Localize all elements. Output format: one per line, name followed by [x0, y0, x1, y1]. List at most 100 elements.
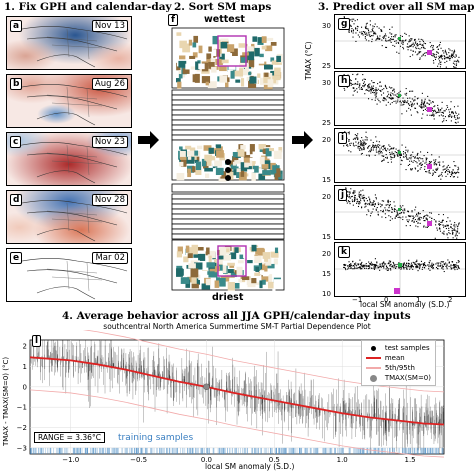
- scatter-point: [369, 90, 371, 92]
- scatter-point: [355, 264, 357, 266]
- scatter-point: [431, 266, 433, 268]
- y-tick-label: 10: [322, 290, 331, 298]
- sm-cell: [227, 262, 235, 266]
- scatter-point: [377, 98, 379, 100]
- scatter-point: [414, 218, 416, 221]
- sm-dot: [225, 159, 231, 165]
- scatter-point: [350, 188, 352, 190]
- scatter-point: [370, 90, 372, 92]
- scatter-point: [415, 206, 417, 208]
- scatter-point: [378, 37, 380, 39]
- scatter-point: [422, 160, 424, 162]
- sm-map-slice: [171, 134, 285, 141]
- scatter-point: [434, 58, 437, 60]
- scatter-point: [410, 156, 412, 158]
- scatter-point: [424, 162, 426, 164]
- sm-cell: [205, 173, 210, 179]
- scatter-point: [397, 97, 399, 99]
- scatter-point: [359, 88, 361, 90]
- scatter-point: [359, 31, 361, 33]
- scatter-point: [387, 91, 389, 93]
- scatter-point: [368, 151, 370, 153]
- scatter-point: [377, 203, 379, 206]
- scatter-point: [453, 176, 455, 178]
- sm-cell: [254, 272, 261, 276]
- scatter-point: [408, 266, 410, 268]
- sm-cell: [259, 280, 263, 289]
- scatter-point: [410, 264, 412, 266]
- scatter-point: [455, 266, 457, 269]
- scatter-point: [416, 260, 418, 262]
- scatter-point: [426, 114, 428, 116]
- sm-cell: [251, 172, 256, 181]
- scatter-point: [405, 101, 407, 103]
- scatter-point: [374, 91, 376, 94]
- scatter-point: [383, 261, 385, 263]
- scatter-point: [435, 171, 437, 173]
- scatter-point: [424, 100, 426, 102]
- scatter-point: [423, 263, 425, 265]
- scatter-point: [440, 261, 442, 263]
- scatter-point: [355, 141, 357, 143]
- scatter-point: [394, 155, 396, 157]
- scatter-point: [444, 225, 446, 227]
- scatter-point: [375, 264, 377, 266]
- scatter-point: [442, 265, 444, 267]
- sm-cell: [220, 41, 228, 49]
- scatter-point: [357, 81, 359, 83]
- scatter-point: [352, 29, 355, 31]
- scatter-point: [433, 110, 435, 112]
- pdp-ylabel: TMAX - TMAX(SM=0) (°C): [2, 356, 10, 446]
- scatter-point: [445, 227, 447, 230]
- scatter-point: [403, 103, 405, 105]
- sm-cell: [194, 262, 203, 270]
- scatter-point: [367, 28, 369, 30]
- sm-cell: [192, 42, 197, 48]
- sm-cell: [246, 76, 251, 82]
- scatter-point: [435, 169, 437, 171]
- scatter-point: [381, 216, 383, 218]
- scatter-point: [439, 228, 441, 230]
- scatter-point: [439, 111, 441, 113]
- scatter-point: [389, 264, 391, 266]
- scatter-point: [370, 89, 372, 91]
- scatter-point: [374, 258, 376, 260]
- sm-cell: [243, 268, 252, 277]
- scatter-point: [419, 43, 421, 45]
- scatter-point: [362, 265, 364, 267]
- scatter-point: [368, 85, 370, 87]
- sm-cell: [221, 59, 229, 64]
- scatter-point: [366, 265, 368, 267]
- scatter-point: [388, 260, 390, 262]
- scatter-point: [403, 40, 405, 42]
- scatter-point: [452, 267, 454, 269]
- scatter-point: [435, 168, 437, 170]
- scatter-point: [431, 115, 433, 117]
- scatter-point: [359, 146, 362, 148]
- scatter-point: [383, 37, 385, 40]
- scatter-point: [368, 263, 371, 265]
- scatter-point: [409, 154, 412, 156]
- sm-cell: [201, 76, 211, 84]
- scatter-point: [364, 37, 366, 39]
- scatter-point: [353, 268, 355, 270]
- scatter-point: [350, 31, 353, 33]
- scatter-point: [458, 222, 460, 224]
- highlight-point: [427, 221, 432, 226]
- scatter-point: [357, 34, 359, 36]
- scatter-point: [405, 146, 407, 148]
- scatter-point: [453, 266, 455, 268]
- sm-cell: [251, 244, 257, 252]
- scatter-point: [429, 212, 431, 214]
- scatter-point: [449, 59, 451, 61]
- scatter-point: [415, 264, 417, 266]
- scatter-point: [425, 226, 427, 228]
- scatter-point: [373, 92, 375, 94]
- scatter-point: [352, 268, 354, 270]
- scatter-point: [353, 87, 355, 89]
- scatter-point: [395, 215, 397, 217]
- scatter-point: [421, 92, 423, 94]
- scatter-point: [365, 27, 367, 29]
- scatter-point: [421, 117, 423, 119]
- x-tick-label: −0.5: [130, 456, 147, 464]
